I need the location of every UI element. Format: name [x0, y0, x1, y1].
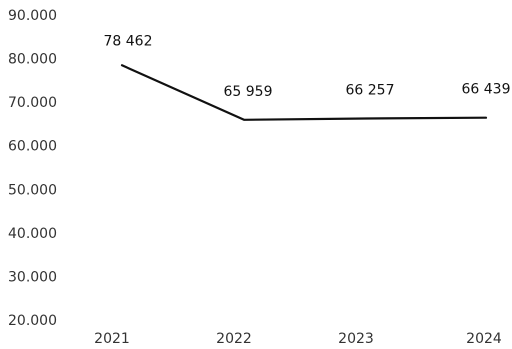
y-tick-label: 60.000 [8, 139, 57, 155]
x-tick-label: 2022 [216, 331, 252, 347]
data-label: 78 462 [104, 33, 153, 49]
y-tick-label: 70.000 [8, 95, 57, 111]
plot-area [120, 64, 488, 121]
x-tick-label: 2021 [94, 331, 130, 347]
y-tick-label: 40.000 [8, 226, 57, 242]
y-tick-label: 80.000 [8, 52, 57, 68]
data-label: 66 257 [346, 82, 395, 98]
y-tick-label: 50.000 [8, 182, 57, 198]
data-label: 66 439 [462, 82, 511, 98]
y-tick-label: 30.000 [8, 269, 57, 285]
series-line [120, 64, 488, 121]
data-labels: 78 462 65 959 66 257 66 439 [104, 33, 511, 99]
y-tick-label: 20.000 [8, 313, 57, 329]
y-tick-label: 90.000 [8, 8, 57, 24]
data-label: 65 959 [224, 84, 273, 100]
x-axis: 2021 2022 2023 2024 [94, 331, 502, 347]
x-tick-label: 2024 [466, 331, 502, 347]
y-axis: 20.000 30.000 40.000 50.000 60.000 70.000 80.0… [8, 8, 57, 329]
x-tick-label: 2023 [338, 331, 374, 347]
